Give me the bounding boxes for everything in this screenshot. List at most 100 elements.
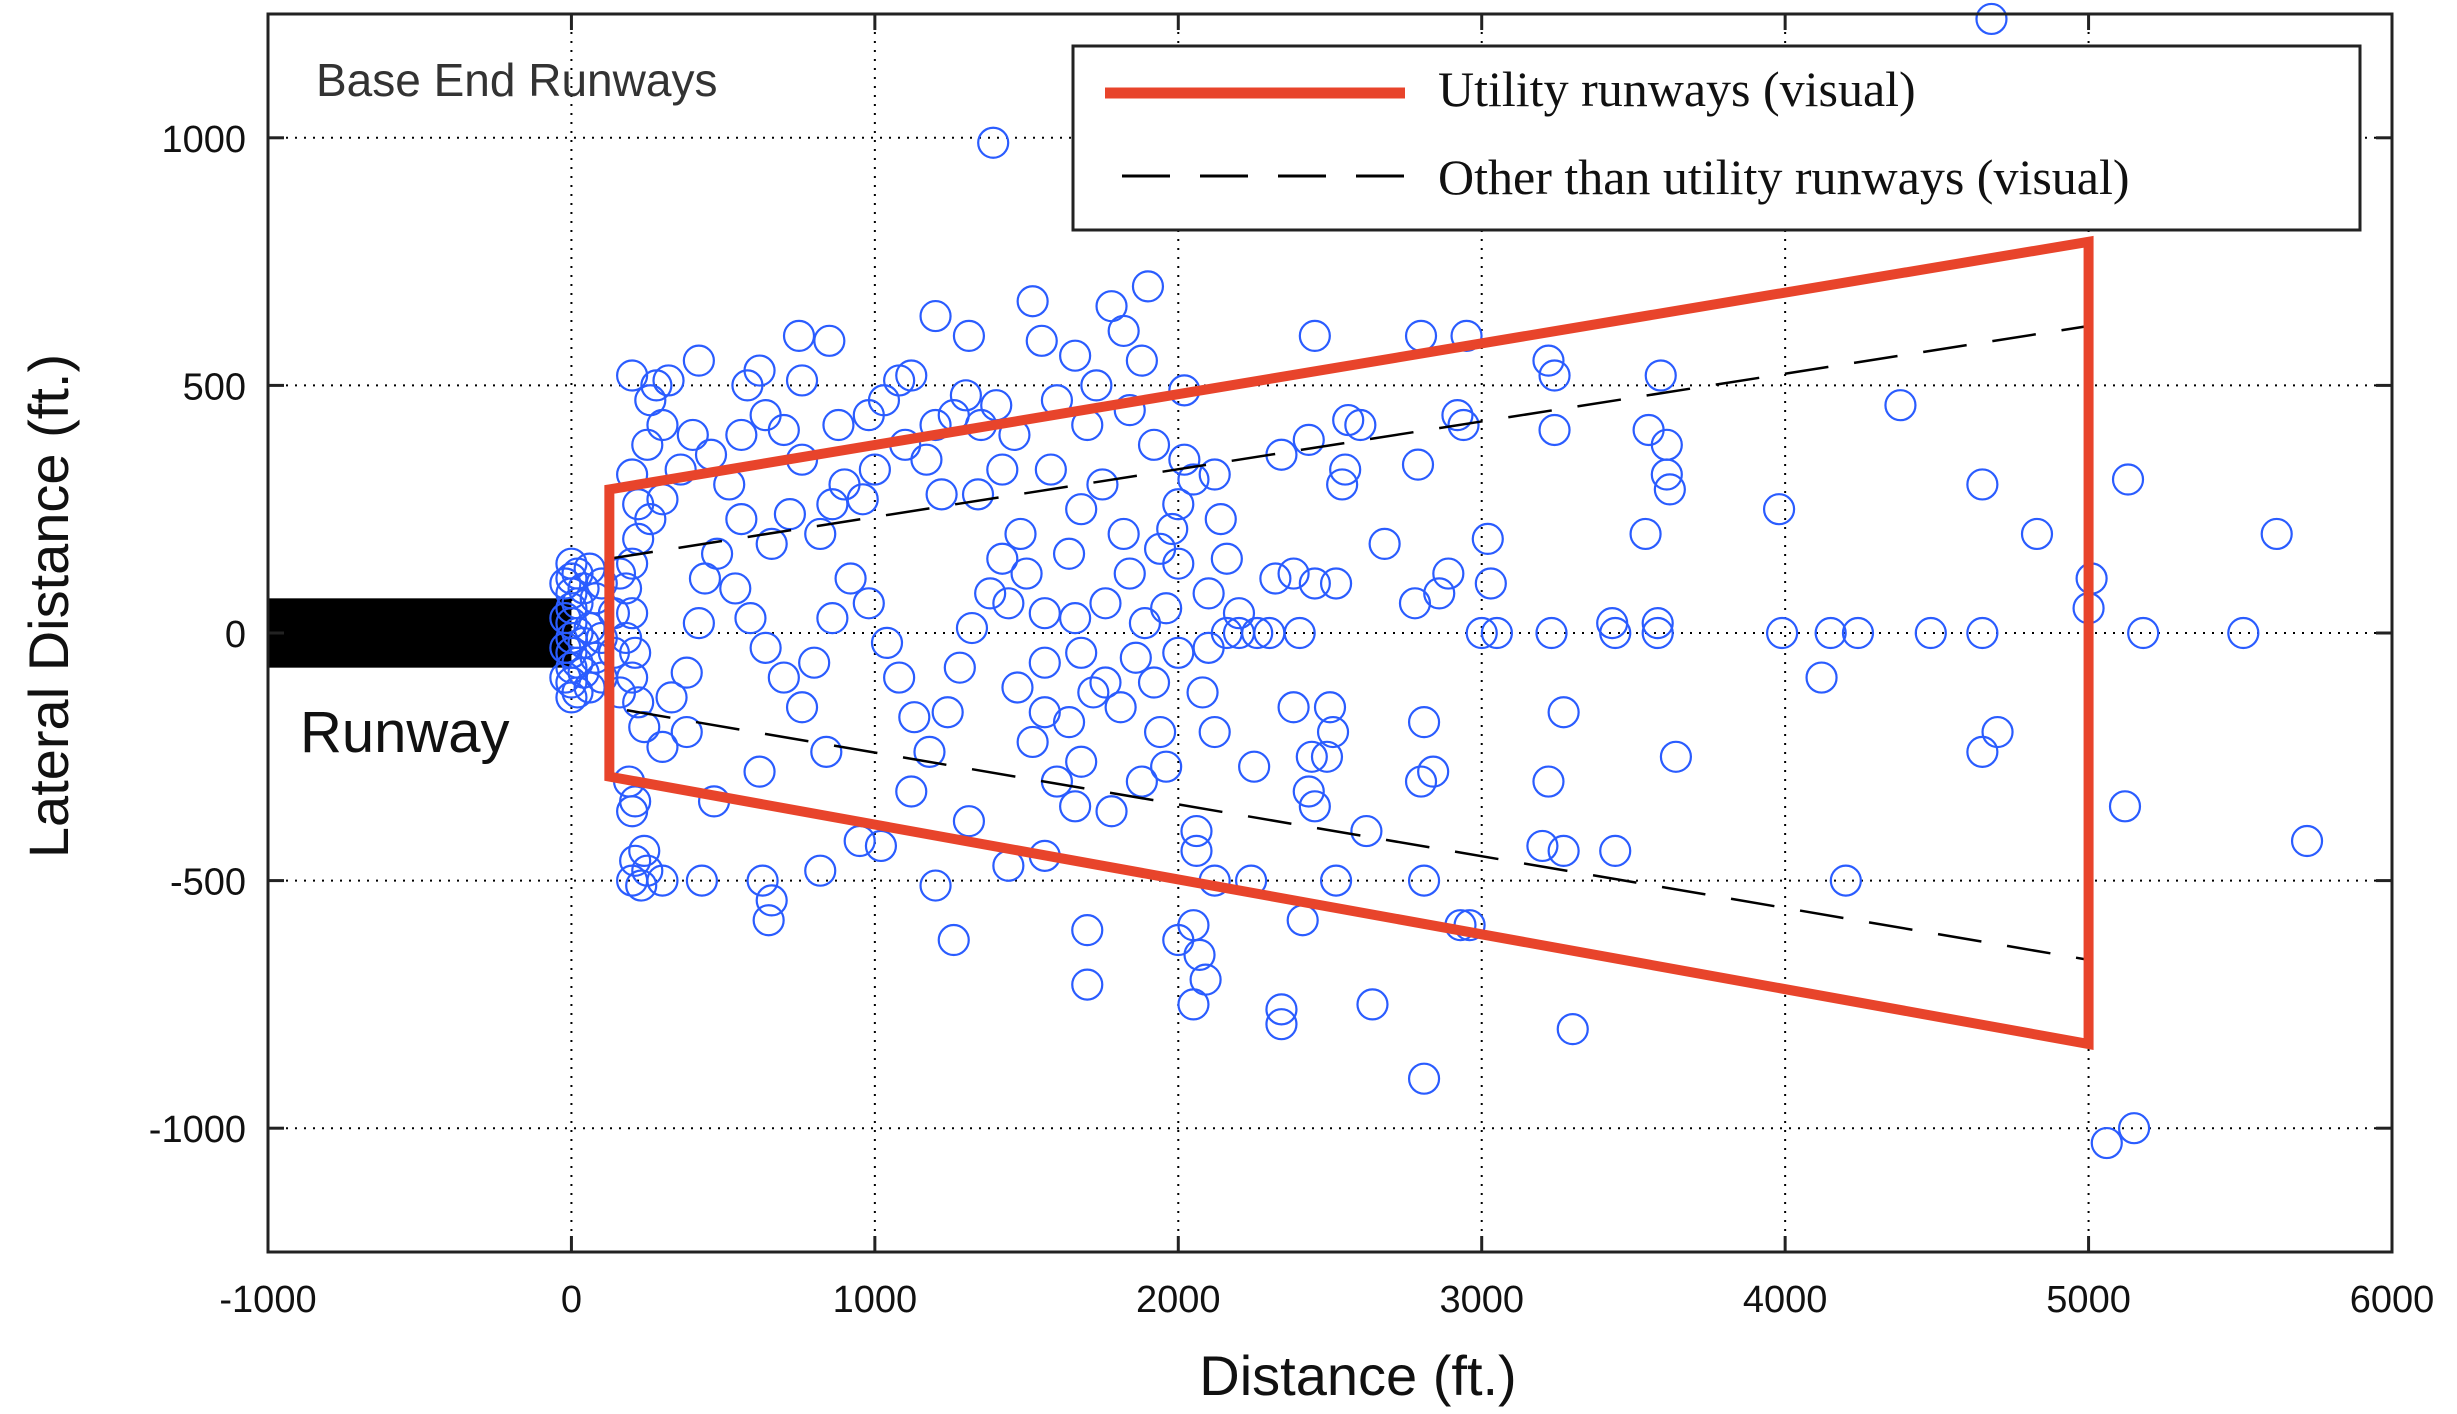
data-point: [767, 661, 800, 694]
data-point: [1526, 829, 1559, 863]
data-point: [619, 844, 652, 877]
data-point: [1313, 691, 1347, 724]
data-point: [1447, 408, 1480, 442]
data-point: [1805, 661, 1838, 694]
data-point: [622, 686, 655, 719]
y-tick-label: 500: [183, 366, 246, 408]
data-point: [1329, 453, 1362, 486]
data-point: [1292, 775, 1325, 808]
data-point: [785, 364, 819, 397]
data-point: [1975, 2, 2008, 36]
data-point: [1356, 988, 1389, 1021]
data-point: [685, 864, 719, 897]
data-point: [1128, 606, 1162, 640]
data-point: [785, 691, 819, 724]
data-point: [977, 126, 1010, 159]
data-point: [652, 364, 685, 397]
data-point: [2290, 824, 2324, 858]
data-point: [1641, 606, 1674, 640]
data-point: [1241, 616, 1274, 650]
data-point: [1259, 562, 1292, 595]
data-point: [567, 572, 600, 605]
data-point: [1119, 641, 1152, 674]
data-point: [1556, 1013, 1589, 1046]
data-point: [1143, 715, 1177, 749]
data-point: [1532, 765, 1565, 798]
data-point: [676, 418, 709, 452]
data-point: [1080, 369, 1113, 402]
data-point: [1238, 750, 1271, 783]
data-point: [1423, 577, 1456, 610]
data-point: [1156, 512, 1189, 546]
data-point: [670, 656, 703, 689]
utility-runway-zone: [604, 235, 2094, 1051]
data-point: [585, 567, 618, 600]
data-point: [895, 775, 928, 808]
y-tick-label: 1000: [161, 119, 246, 161]
y-tick-label: 0: [225, 614, 246, 656]
data-point: [1404, 765, 1438, 798]
data-point: [1407, 1062, 1441, 1095]
y-axis-ticks: -1000 -500 0 500 1000: [149, 119, 2392, 1151]
data-point: [646, 730, 679, 763]
data-point: [1368, 527, 1401, 560]
x-tick-label: 6000: [2350, 1279, 2435, 1321]
data-point: [813, 324, 846, 357]
data-point: [1914, 616, 1947, 650]
data-point: [616, 864, 649, 897]
data-point: [986, 453, 1019, 486]
data-point: [1966, 616, 1999, 650]
data-point: [1295, 740, 1328, 773]
data-point: [682, 344, 715, 377]
data-point: [616, 359, 649, 392]
data-point: [2117, 1112, 2151, 1145]
data-point: [834, 562, 867, 595]
data-point: [1180, 834, 1213, 867]
data-point: [1762, 493, 1796, 526]
data-point: [1535, 616, 1568, 650]
data-point: [1441, 399, 1474, 432]
legend: Utility runways (visual) Other than util…: [1071, 44, 2362, 232]
data-point: [1829, 864, 1862, 897]
data-point: [1298, 790, 1331, 823]
x-tick-label: 2000: [1136, 1279, 1221, 1321]
data-point: [616, 597, 649, 630]
data-point: [1192, 577, 1225, 610]
data-point: [1841, 616, 1875, 650]
data-point: [1547, 696, 1580, 729]
data-point: [734, 602, 767, 635]
data-point: [1177, 463, 1210, 496]
data-point: [1104, 691, 1137, 724]
data-point: [616, 547, 649, 580]
data-point: [1407, 706, 1441, 739]
data-point: [992, 587, 1025, 620]
data-point: [1659, 740, 1693, 773]
data-point: [822, 408, 855, 442]
data-point: [1137, 428, 1171, 461]
data-point: [1125, 765, 1158, 798]
data-point: [952, 319, 986, 352]
x-tick-label: 5000: [2046, 1279, 2131, 1321]
data-point: [804, 854, 837, 887]
data-point: [1065, 493, 1098, 526]
data-point: [625, 869, 658, 902]
data-point: [1025, 324, 1058, 357]
data-point: [1168, 443, 1201, 476]
data-point: [1966, 468, 1999, 501]
data-point: [1162, 488, 1195, 521]
data-point: [883, 661, 916, 694]
y-axis-title: Lateral Distance (ft.): [17, 354, 80, 858]
data-point: [1319, 864, 1353, 897]
data-point: [1177, 988, 1210, 1021]
data-point: [1222, 597, 1256, 630]
data-point: [1059, 602, 1092, 635]
y-tick-label: -1000: [149, 1109, 246, 1151]
data-point: [1474, 567, 1507, 600]
data-point: [1407, 864, 1441, 897]
data-point: [1125, 344, 1158, 377]
data-point: [1966, 735, 1999, 768]
data-point: [682, 606, 715, 640]
x-axis-ticks: -1000 0 1000 2000 3000 4000 5000 6000: [219, 14, 2434, 1321]
runway-bar: [268, 598, 572, 668]
